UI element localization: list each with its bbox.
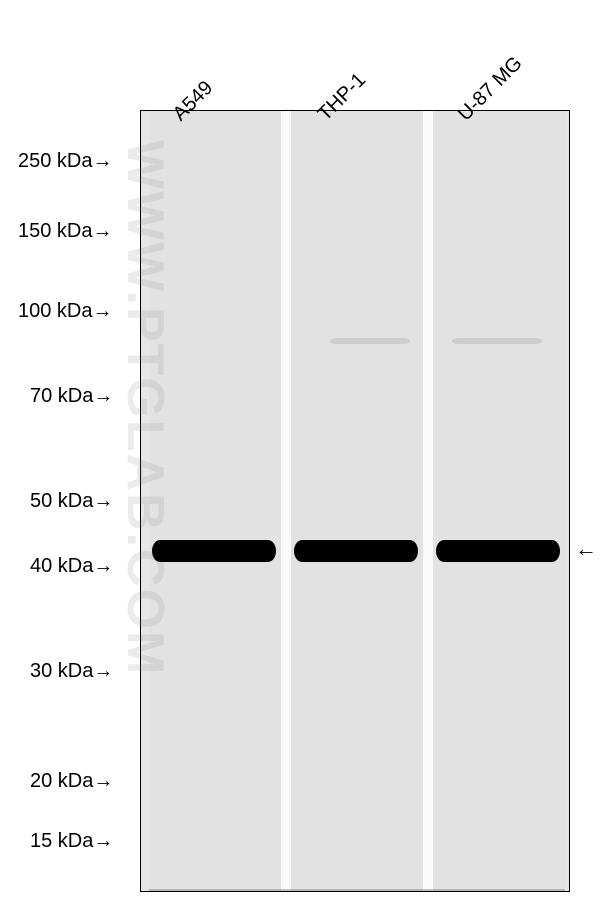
marker-50: 50 kDa→ [30,490,113,513]
marker-text: 150 kDa [18,220,93,242]
main-band-lane3 [436,540,560,562]
lane-bottom-edge [149,889,565,891]
marker-15: 15 kDa→ [30,830,113,853]
marker-arrow-icon: → [93,220,113,242]
marker-arrow-icon: → [93,385,113,407]
lane-gap-1 [281,111,291,891]
marker-150: 150 kDa→ [18,220,113,243]
marker-text: 30 kDa [30,660,93,682]
blot-area [140,110,570,892]
lane-bg-1 [149,111,281,891]
target-band-arrow-icon: ← [575,536,597,562]
marker-20: 20 kDa→ [30,770,113,793]
marker-40: 40 kDa→ [30,555,113,578]
marker-text: 20 kDa [30,770,93,792]
marker-arrow-icon: → [93,555,113,577]
main-band-lane1 [152,540,276,562]
lane-bg-2 [291,111,423,891]
marker-arrow-icon: → [93,660,113,682]
main-band-lane2 [294,540,418,562]
marker-text: 40 kDa [30,555,93,577]
marker-text: 15 kDa [30,830,93,852]
marker-250: 250 kDa→ [18,150,113,173]
marker-text: 70 kDa [30,385,93,407]
blot-container: WWW.PTGLAB.COM A549 THP-1 U-87 MG 250 kD… [0,0,600,903]
lane-bg-3 [433,111,565,891]
marker-arrow-icon: → [93,830,113,852]
marker-arrow-icon: → [93,490,113,512]
marker-arrow-icon: → [93,770,113,792]
marker-30: 30 kDa→ [30,660,113,683]
marker-text: 250 kDa [18,150,93,172]
faint-band-lane2 [330,338,410,344]
marker-text: 100 kDa [18,300,93,322]
marker-100: 100 kDa→ [18,300,113,323]
lane-gap-2 [423,111,433,891]
marker-text: 50 kDa [30,490,93,512]
faint-band-lane3 [452,338,542,344]
marker-70: 70 kDa→ [30,385,113,408]
marker-arrow-icon: → [93,150,113,172]
marker-arrow-icon: → [93,300,113,322]
